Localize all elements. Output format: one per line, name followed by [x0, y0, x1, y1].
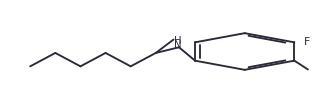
Text: N: N	[174, 40, 181, 50]
Text: F: F	[304, 37, 310, 47]
Text: H: H	[174, 36, 181, 46]
